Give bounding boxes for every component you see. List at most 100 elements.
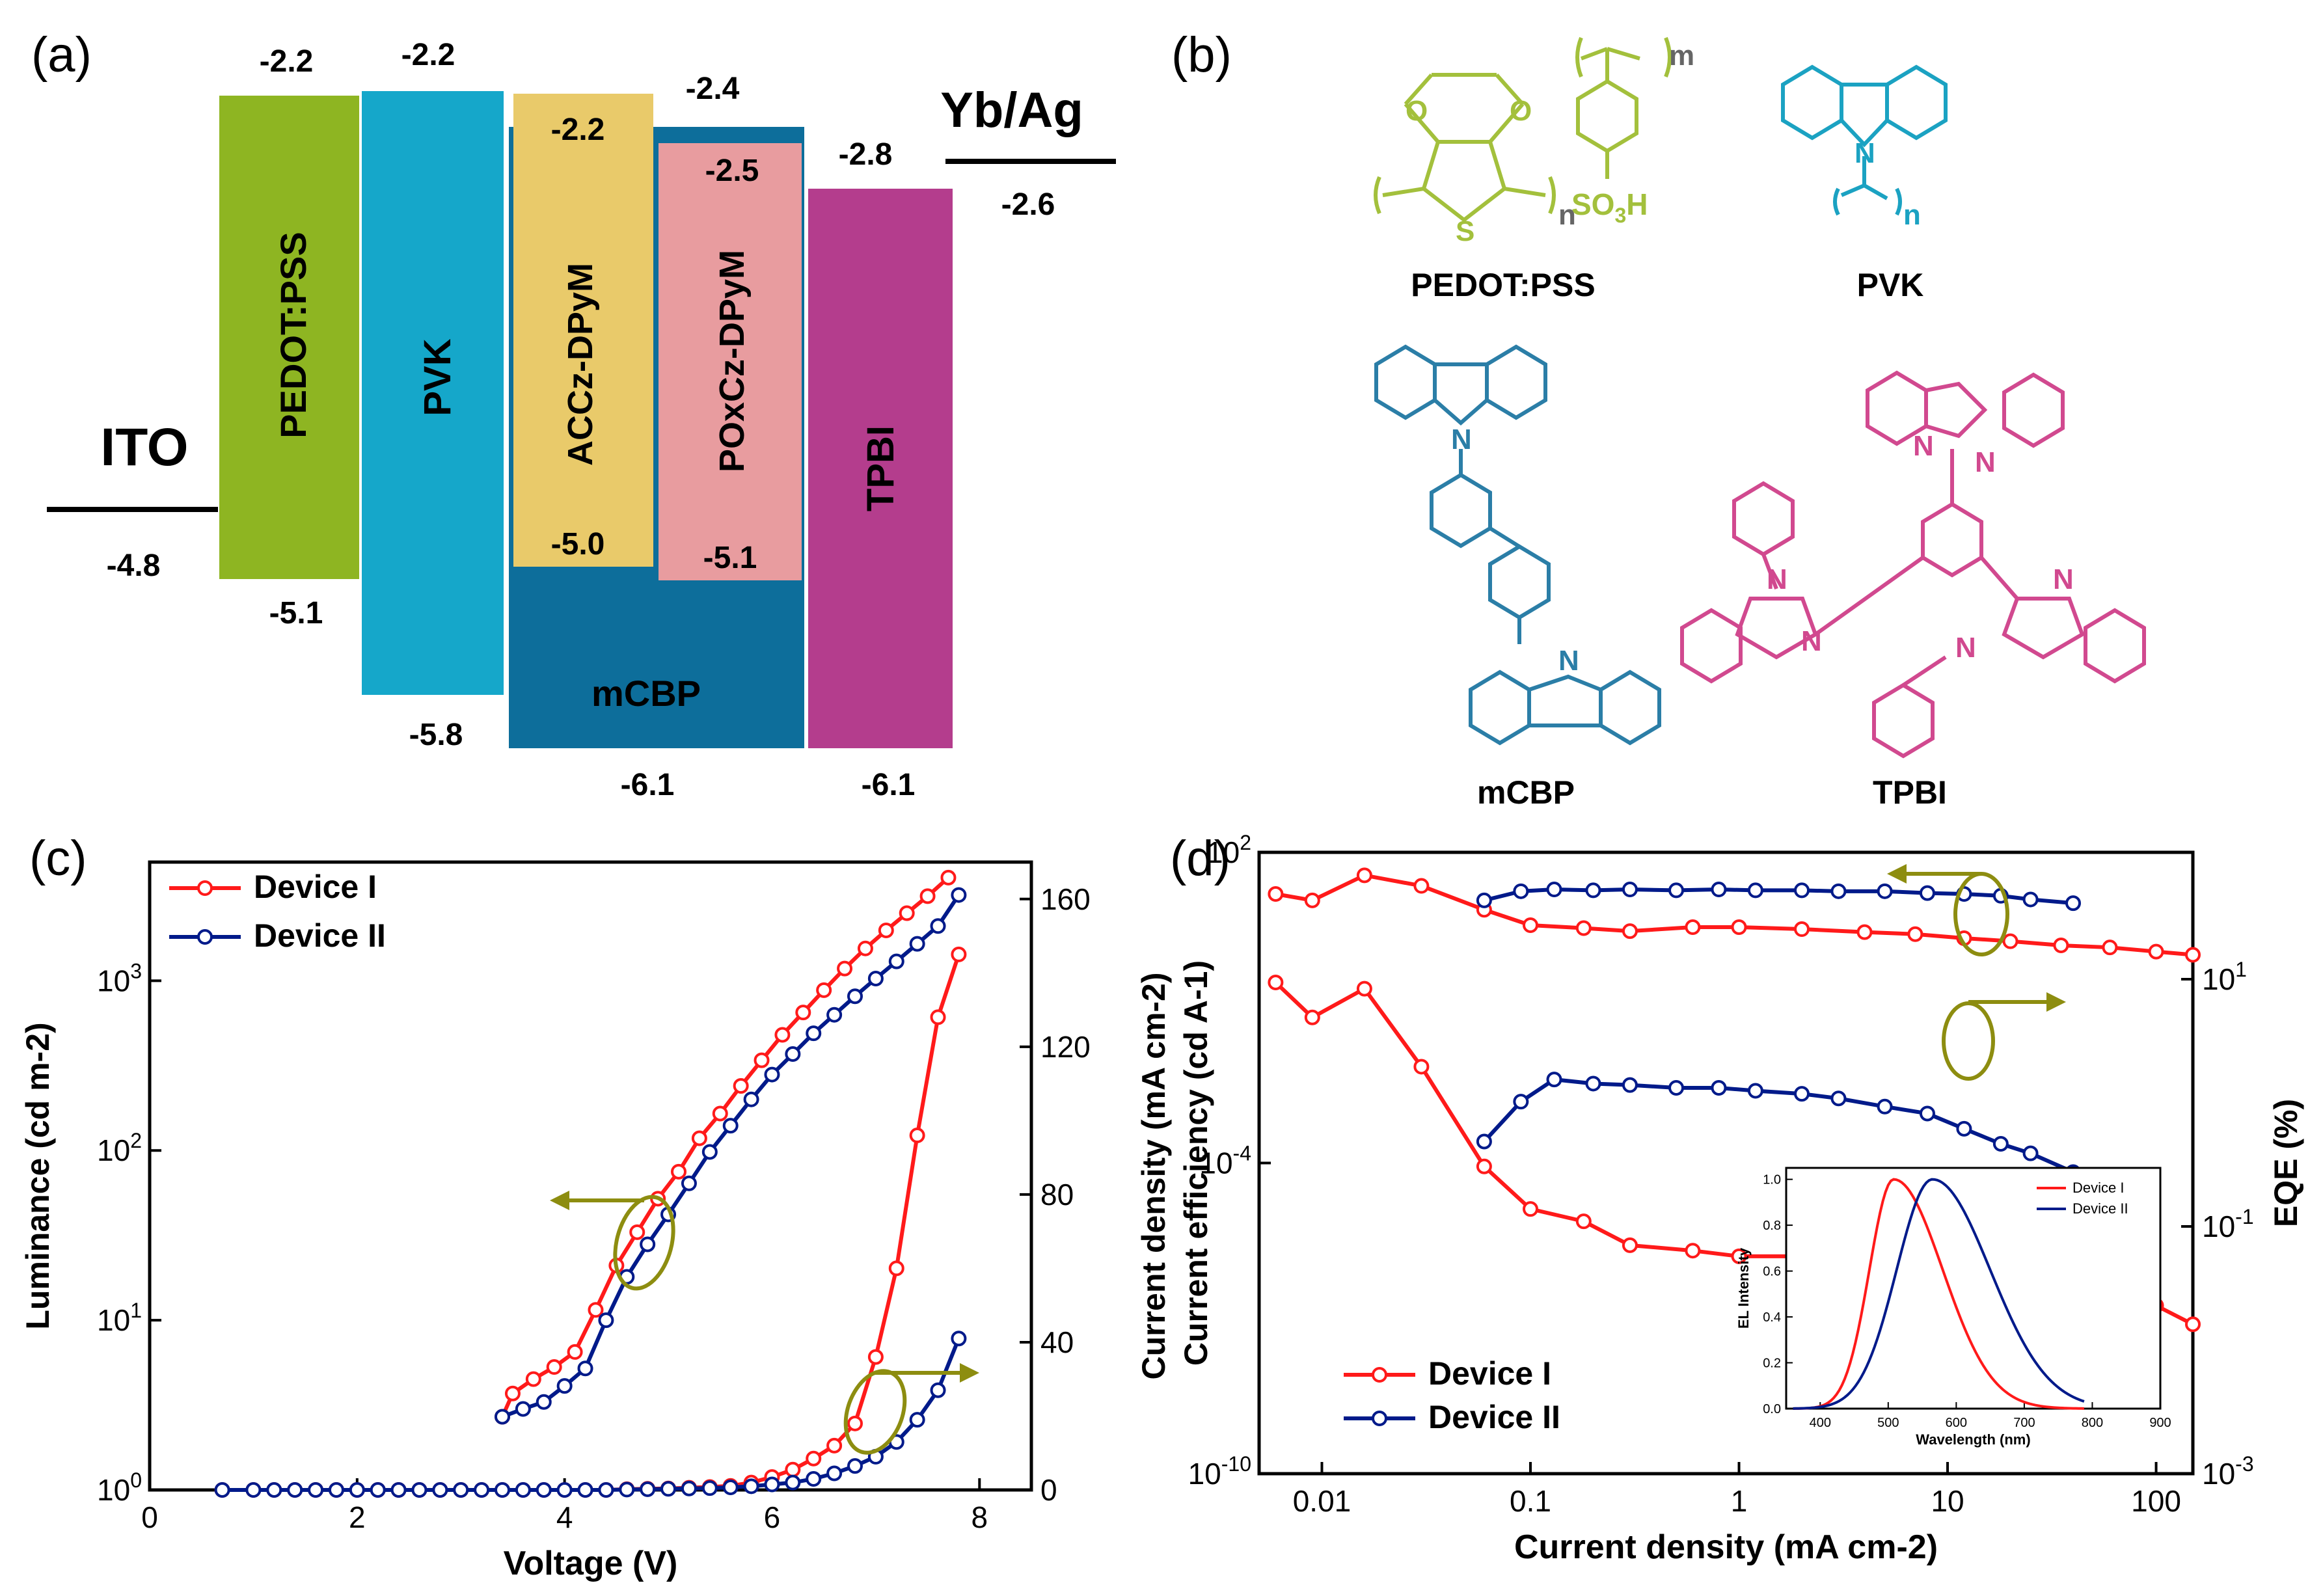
x-tick-label-d: 0.01 — [1293, 1484, 1352, 1518]
data-point-d — [2102, 940, 2118, 956]
cathode-label: Yb/Ag — [940, 83, 1083, 138]
data-point-d — [1575, 920, 1592, 936]
data-point-d — [1856, 924, 1873, 940]
data-point-c — [909, 1128, 925, 1144]
panel-label-d: (d) — [1170, 831, 1230, 886]
x-tick-label-d: 0.1 — [1510, 1484, 1551, 1518]
data-point-c — [577, 1360, 593, 1377]
data-point-c — [940, 869, 957, 886]
inset-x-tick-label: 700 — [2013, 1416, 2035, 1430]
pvk-n-atom: N — [1854, 137, 1875, 169]
inset-y-tick-label: 0.0 — [1763, 1402, 1781, 1416]
legend-label-d: Device I — [1428, 1355, 1551, 1392]
y-left-axis-label-d: Current efficiency (cd A-1) — [1178, 960, 1214, 1366]
data-point-c — [504, 1385, 521, 1401]
inset-series-line — [1793, 1178, 2085, 1410]
annotation-arrow-head-d — [2046, 992, 2066, 1012]
data-point-c — [837, 960, 853, 977]
data-point-d — [1513, 1094, 1529, 1110]
data-point-d — [1956, 1120, 1972, 1137]
y-right-tick-label-c: 80 — [1040, 1178, 1074, 1211]
data-point-d — [2065, 895, 2082, 912]
mcbp-layer-label: mCBP — [591, 673, 701, 714]
data-point-c — [691, 1130, 707, 1146]
data-point-c — [743, 1091, 759, 1107]
data-point-c — [577, 1482, 593, 1498]
inset-x-tick-label: 500 — [1877, 1416, 1899, 1430]
accz-lumo-value: -2.2 — [551, 113, 605, 147]
data-point-d — [1794, 921, 1810, 938]
data-point-d — [1356, 981, 1372, 997]
accz-homo-value: -5.0 — [551, 527, 605, 561]
inset-y-axis-label: EL Intensity — [1735, 1247, 1752, 1329]
data-point-d — [1877, 1098, 1893, 1115]
data-point-d — [1622, 1077, 1638, 1093]
inset-legend-label: Device II — [2072, 1200, 2128, 1217]
data-point-d — [1413, 878, 1430, 894]
data-point-c — [640, 1236, 656, 1252]
data-point-d — [1747, 882, 1763, 899]
data-point-d — [2185, 947, 2201, 963]
data-point-d — [1513, 883, 1529, 899]
pvk-layer-bar — [362, 91, 504, 695]
tpbi-n-4: N — [1801, 625, 1822, 657]
x-tick-label-c: 8 — [971, 1500, 988, 1534]
y-left-tick-label-d: 10-4 — [1199, 1142, 1251, 1180]
data-point-d — [1476, 1133, 1492, 1150]
poxcz-lumo-value: -2.5 — [705, 154, 759, 188]
data-point-d — [1476, 892, 1492, 908]
poxcz-layer-bar — [659, 143, 802, 580]
pedot-n-sub: n — [1558, 199, 1576, 231]
data-point-d — [1731, 1248, 1747, 1264]
data-point-d — [2022, 891, 2039, 908]
data-point-c — [328, 1482, 344, 1498]
annotation-ellipse-d — [1942, 1001, 1995, 1081]
data-point-d — [2022, 1145, 2039, 1161]
y-right-tick-label-d: 101 — [2202, 958, 2247, 996]
data-point-d — [1685, 919, 1701, 935]
x-tick-label-c: 2 — [349, 1500, 366, 1534]
x-tick-label-c: 4 — [556, 1500, 573, 1534]
poxcz-layer-label: POxCz-DPyM — [713, 250, 752, 472]
pvk-lumo-value: -2.2 — [401, 38, 455, 72]
data-point-c — [390, 1482, 407, 1498]
data-point-d — [1877, 883, 1893, 899]
data-point-c — [411, 1482, 428, 1498]
ito-label: ITO — [100, 418, 188, 477]
pss-m-sub: m — [1669, 40, 1694, 72]
pedot-lumo-value: -2.2 — [260, 44, 314, 79]
data-point-c — [774, 1027, 791, 1043]
panel-label-a: (a) — [31, 27, 92, 83]
tpbi-n-3: N — [1767, 563, 1787, 595]
x-tick-label-d: 100 — [2131, 1484, 2181, 1518]
data-point-c — [266, 1482, 282, 1498]
tpbi-n-1: N — [1913, 430, 1934, 462]
data-point-c — [598, 1312, 614, 1329]
data-point-d — [1585, 1075, 1601, 1092]
data-point-d — [1747, 1083, 1763, 1099]
data-point-c — [754, 1052, 770, 1068]
poxcz-homo-value: -5.1 — [703, 541, 757, 575]
data-point-d — [1731, 919, 1747, 935]
panel-a: (a) ITO -4.8 PEDOT:PSS -2.2 -5.1 PVK -2.… — [31, 27, 1116, 802]
data-point-c — [930, 1009, 946, 1025]
inset-y-tick-label: 0.8 — [1763, 1219, 1781, 1233]
pedot-layer-bar — [219, 96, 359, 579]
tpbi-n-2: N — [1975, 446, 1996, 478]
data-point-d — [2148, 943, 2164, 960]
tpbi-layer-label: TPBI — [860, 426, 902, 511]
y-right-tick-label-c: 120 — [1040, 1030, 1091, 1064]
data-point-d — [1919, 1105, 1935, 1122]
data-point-c — [867, 1349, 884, 1365]
data-point-c — [556, 1378, 573, 1394]
y-left-tick-label-c: 100 — [97, 1468, 142, 1507]
y-right-tick-label-c: 0 — [1040, 1473, 1057, 1507]
data-point-c — [536, 1394, 552, 1410]
data-point-d — [1622, 1237, 1638, 1253]
x-axis-label-c: Voltage (V) — [504, 1545, 678, 1582]
tpbi-n-6: N — [1955, 632, 1976, 664]
pedot-homo-value: -5.1 — [269, 596, 323, 630]
mcbp-name: mCBP — [1477, 774, 1575, 811]
data-point-c — [919, 888, 936, 904]
